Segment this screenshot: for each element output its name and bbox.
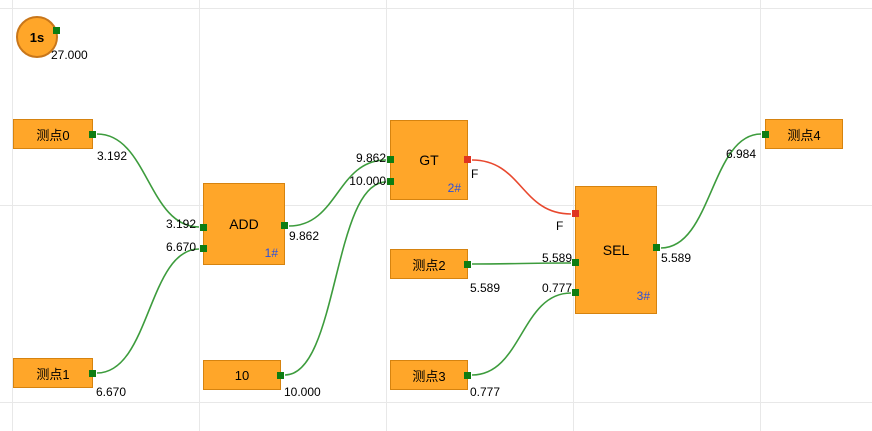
block-cedian1-label: 测点1: [36, 366, 70, 382]
gt-input2-value: 10.000: [349, 174, 386, 188]
cedian3-output-port[interactable]: [464, 371, 471, 379]
block-cedian3[interactable]: 测点3: [390, 360, 471, 390]
cedian0-output-port[interactable]: [89, 130, 96, 138]
wire-gt-to-sel[interactable]: [471, 159, 572, 215]
const10-output-port[interactable]: [277, 371, 284, 379]
add-input1-value: 3.192: [165, 217, 196, 231]
gt-input2-port[interactable]: [387, 178, 394, 185]
cedian2-output-value: 5.589: [470, 281, 501, 295]
wire-cedian2-to-sel[interactable]: [471, 262, 572, 265]
cedian2-output-port[interactable]: [464, 260, 471, 268]
timer-output-port[interactable]: [53, 27, 60, 34]
block-cedian0[interactable]: 测点0: [13, 119, 96, 149]
timer-node[interactable]: 1s: [16, 16, 60, 58]
timer-label: 1s: [29, 29, 45, 45]
block-add-index: 1#: [264, 246, 278, 260]
wire-cedian3-to-sel[interactable]: [471, 292, 572, 376]
timer-value: 27.000: [51, 48, 88, 62]
sel-input3-value: 0.777: [541, 281, 572, 295]
gt-output-value: F: [471, 167, 479, 181]
block-sel-index: 3#: [636, 289, 650, 303]
block-gt[interactable]: GT 2#: [387, 120, 471, 200]
gt-input1-port[interactable]: [387, 156, 394, 163]
add-input2-value: 6.670: [165, 240, 196, 254]
wire-add-to-gt[interactable]: [288, 159, 387, 227]
sel-output-port[interactable]: [653, 244, 660, 251]
block-cedian1[interactable]: 测点1: [13, 358, 96, 388]
block-cedian4-label: 测点4: [787, 127, 821, 143]
sel-input2-value: 5.589: [541, 251, 572, 265]
add-output-value: 9.862: [289, 229, 320, 243]
cedian1-output-port[interactable]: [89, 369, 96, 377]
block-cedian2[interactable]: 测点2: [390, 249, 471, 279]
block-cedian0-label: 测点0: [36, 127, 70, 143]
add-input1-port[interactable]: [200, 224, 207, 231]
block-cedian2-label: 测点2: [412, 257, 446, 273]
block-gt-label: GT: [419, 152, 439, 168]
block-const10-label: 10: [234, 367, 250, 383]
block-const10[interactable]: 10: [203, 360, 284, 390]
wire-sel-to-cedian4[interactable]: [660, 133, 762, 249]
cedian1-output-value: 6.670: [96, 385, 127, 399]
block-add-label: ADD: [229, 216, 259, 232]
sel-input1-port[interactable]: [572, 210, 579, 217]
cedian4-input-value: 6.984: [726, 147, 757, 161]
cedian4-input-port[interactable]: [762, 130, 769, 138]
gt-output-port[interactable]: [464, 156, 471, 163]
add-input2-port[interactable]: [200, 245, 207, 252]
block-sel[interactable]: SEL 3#: [572, 186, 660, 314]
block-gt-index: 2#: [447, 181, 461, 195]
wire-cedian0-to-add[interactable]: [96, 133, 200, 228]
block-cedian3-label: 测点3: [412, 368, 446, 384]
cedian0-output-value: 3.192: [97, 149, 128, 163]
block-cedian4[interactable]: 测点4: [762, 119, 843, 149]
sel-output-value: 5.589: [661, 251, 692, 265]
sel-input2-port[interactable]: [572, 259, 579, 266]
sel-input3-port[interactable]: [572, 289, 579, 296]
const10-output-value: 10.000: [284, 385, 321, 399]
sel-input1-value: F: [556, 219, 564, 233]
block-add[interactable]: ADD 1#: [200, 183, 288, 265]
add-output-port[interactable]: [281, 222, 288, 229]
block-sel-label: SEL: [602, 242, 630, 258]
wire-const10-to-gt[interactable]: [284, 181, 387, 376]
cedian3-output-value: 0.777: [470, 385, 501, 399]
wire-cedian1-to-add[interactable]: [96, 248, 200, 374]
gt-input1-value: 9.862: [355, 151, 386, 165]
